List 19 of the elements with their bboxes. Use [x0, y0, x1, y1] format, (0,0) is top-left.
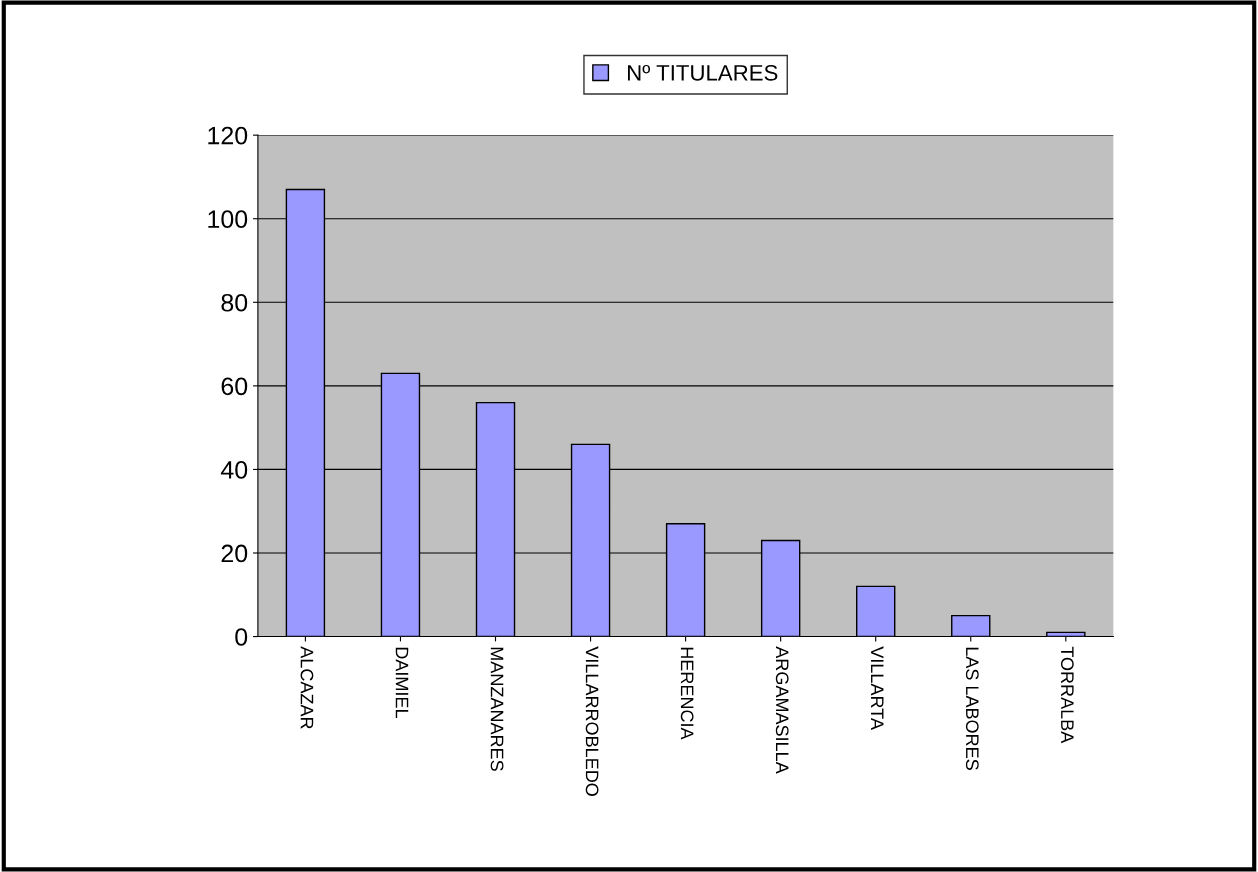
bar — [856, 585, 896, 637]
x-tick-label: ARGAMASILLA — [775, 646, 789, 774]
y-tick-label: 80 — [221, 293, 248, 312]
x-tick-label: MANZANARES — [490, 647, 504, 771]
x-tick-label: VILLARTA — [871, 646, 884, 730]
y-tick-label: 20 — [221, 544, 248, 563]
x-tick-label: TORRALBA — [1060, 646, 1074, 744]
x-tick-label: ALCAZAR — [300, 646, 314, 729]
y-tick-label: 40 — [220, 461, 248, 479]
x-tick-label: LAS LABORES — [965, 647, 979, 770]
y-tick-label: 60 — [221, 377, 248, 396]
legend-label: Nº TITULARES — [628, 64, 778, 81]
y-tick-label: 0 — [235, 628, 248, 646]
x-tick-label: VILLARROBLEDO — [585, 646, 599, 796]
bar — [951, 614, 991, 637]
y-tick-label: 120 — [208, 126, 248, 145]
y-tick-label: 100 — [208, 210, 248, 229]
x-tick-label: DAIMIEL — [395, 647, 409, 718]
x-tick-label: HERENCIA — [680, 647, 694, 740]
